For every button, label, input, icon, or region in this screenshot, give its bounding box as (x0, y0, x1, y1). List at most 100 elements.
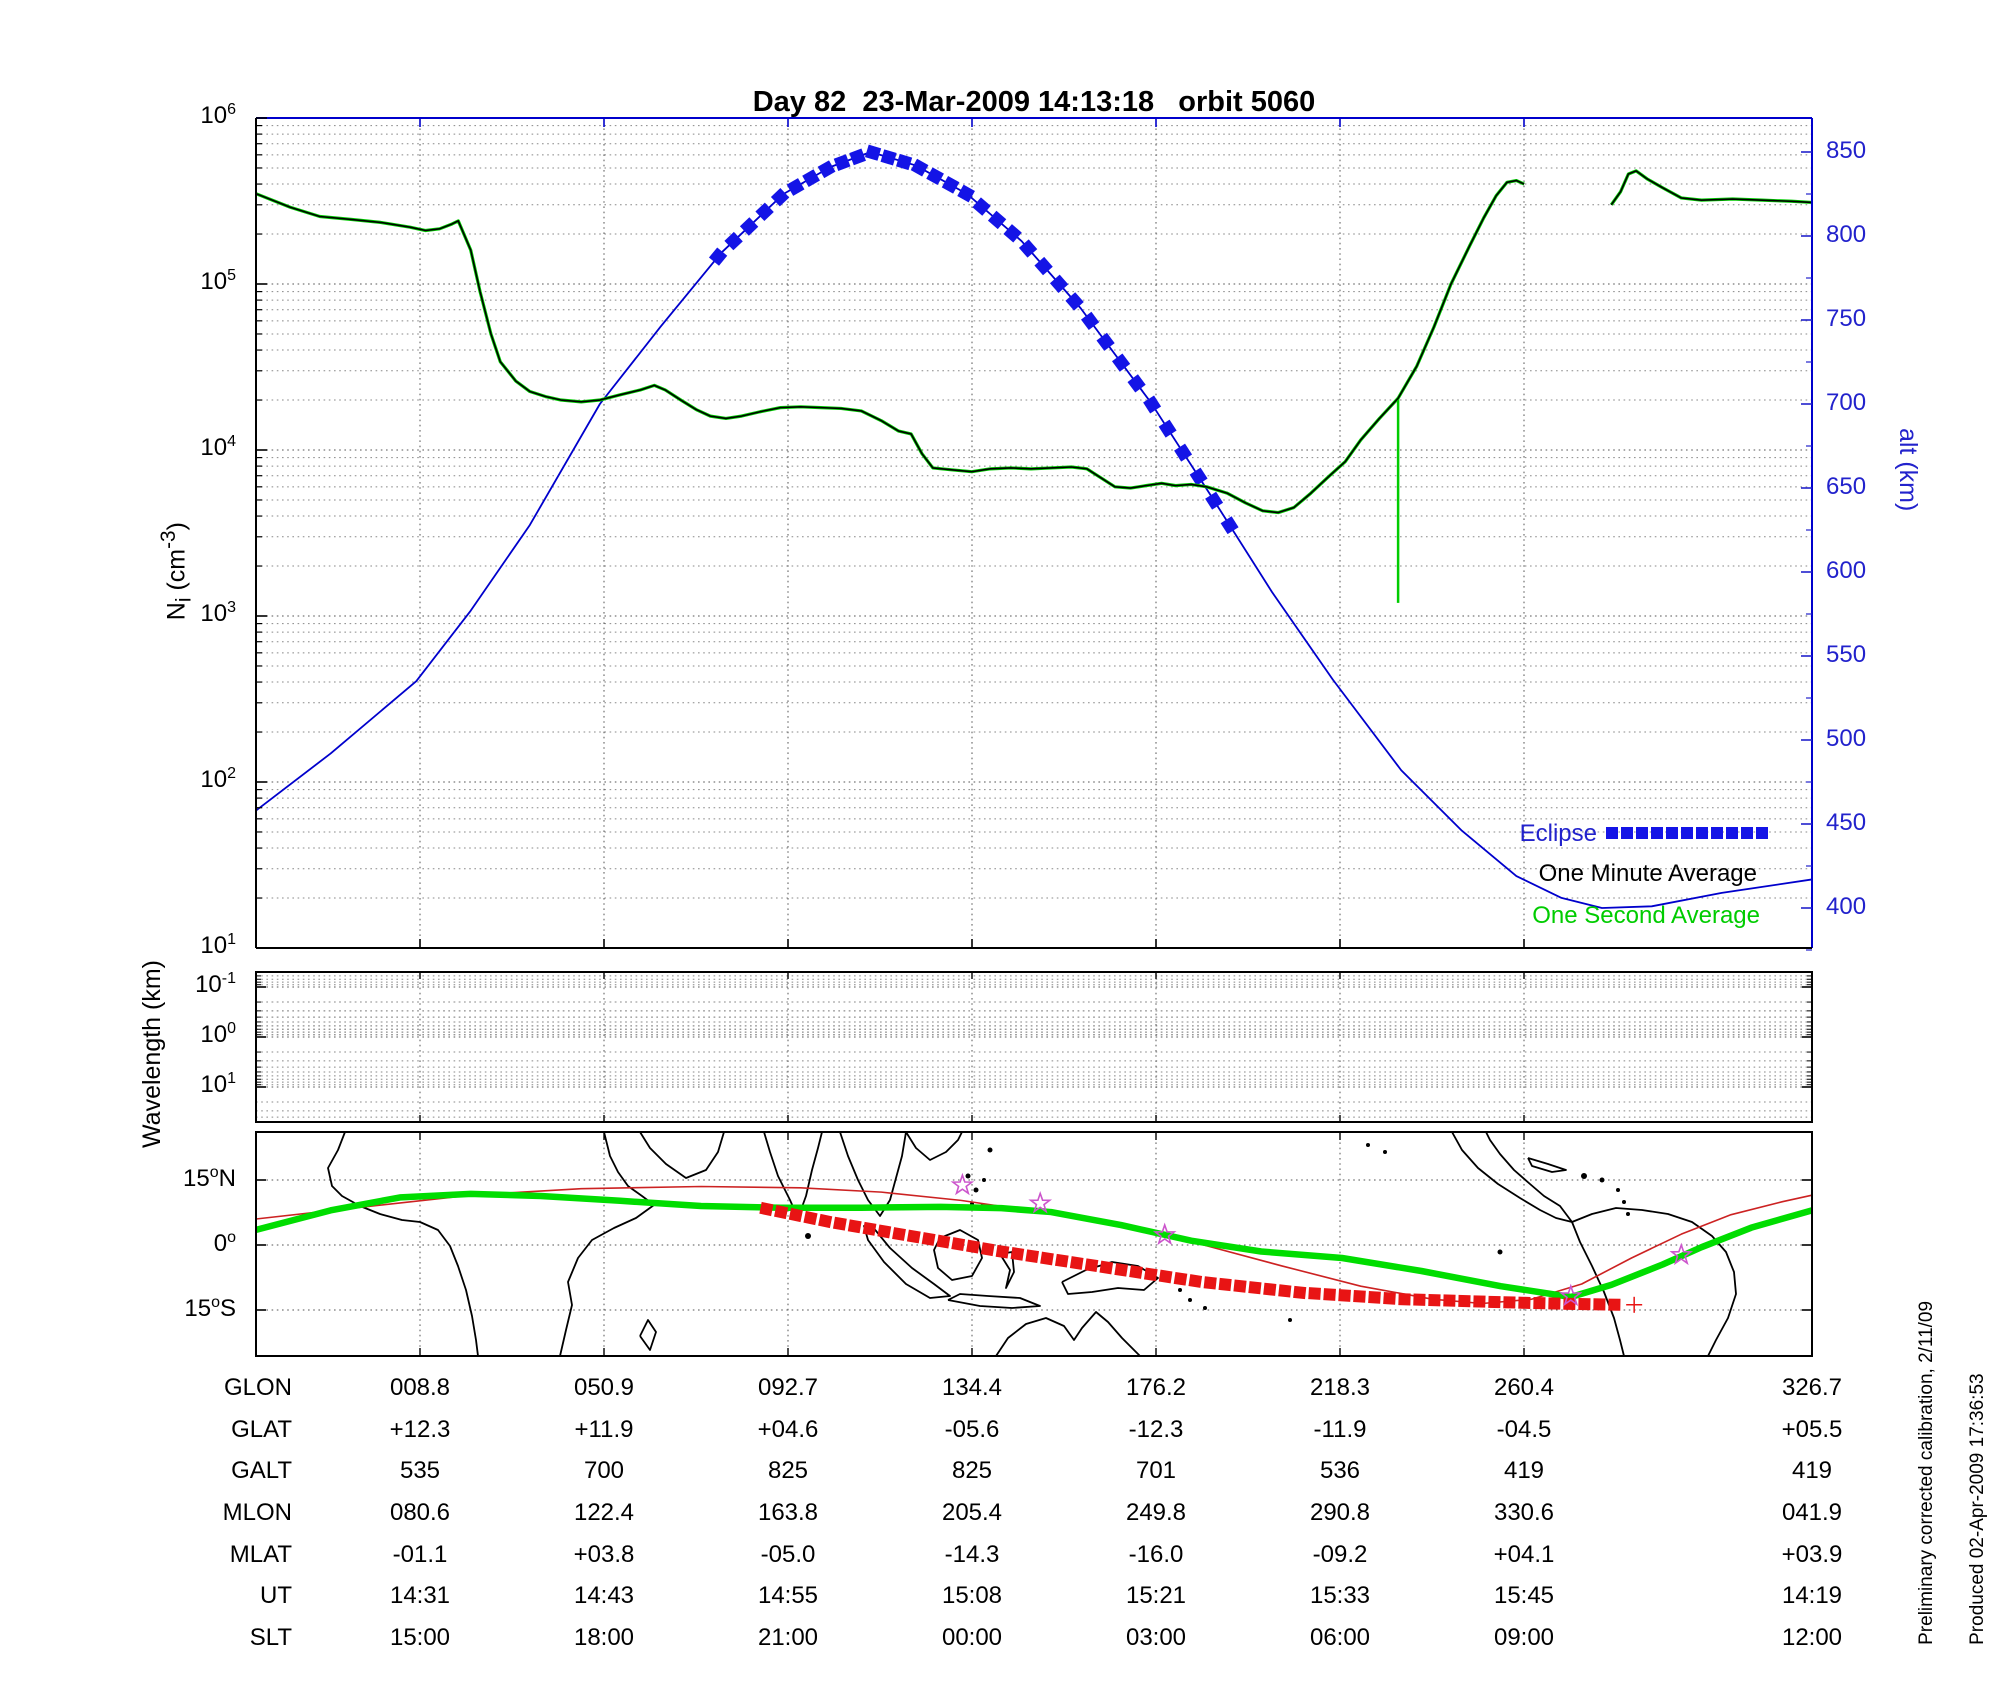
note-line-1: Preliminary corrected calibration, 2/11/… (1915, 1300, 1937, 1645)
wavelength-panel (255, 971, 1813, 1123)
table-cell: 134.4 (941, 1374, 1003, 1401)
y-tick-density: 102 (200, 765, 236, 793)
table-cell: 14:55 (757, 1582, 819, 1609)
y-tick-density: 103 (200, 599, 236, 627)
table-cell: -01.1 (392, 1541, 448, 1568)
y-tick-altitude: 550 (1826, 641, 1867, 668)
map-eclipse-dashes (759, 1201, 1643, 1313)
y-tick-altitude: 450 (1826, 809, 1867, 836)
y-tick-altitude: 600 (1826, 557, 1867, 584)
y-tick-density: 106 (200, 101, 236, 129)
legend-eclipse-squares (1606, 827, 1768, 839)
table-cell: 18:00 (573, 1624, 635, 1651)
table-cell: 12:00 (1781, 1624, 1843, 1651)
table-cell: 14:31 (389, 1582, 451, 1609)
table-cell: +11.9 (574, 1416, 634, 1443)
table-cell: +04.6 (757, 1416, 819, 1443)
table-row-label: GALT (231, 1457, 292, 1484)
y-tick-altitude: 650 (1826, 473, 1867, 500)
y-axis-label-density: Ni (cm-3) (157, 522, 196, 621)
table-cell: 260.4 (1493, 1374, 1555, 1401)
table-cell: 03:00 (1125, 1624, 1187, 1651)
map-coastlines (327, 1131, 1737, 1357)
table-cell: -12.3 (1128, 1416, 1184, 1443)
table-cell: 419 (1791, 1457, 1833, 1484)
table-cell: 825 (951, 1457, 993, 1484)
table-cell: 15:08 (941, 1582, 1003, 1609)
map-star-markers (950, 1172, 1694, 1307)
table-cell: 290.8 (1309, 1499, 1371, 1526)
table-row-label: MLON (222, 1499, 292, 1526)
table-cell: 218.3 (1309, 1374, 1371, 1401)
table-cell: 419 (1503, 1457, 1545, 1484)
map-panel (256, 1132, 1812, 1356)
map-tracks (255, 1185, 1813, 1305)
y-tick-altitude: 700 (1826, 389, 1867, 416)
y-tick-map-latitude: 15oS (184, 1293, 236, 1322)
table-cell: 205.4 (941, 1499, 1003, 1526)
map-border (255, 1131, 1813, 1357)
table-cell: 14:19 (1781, 1582, 1843, 1609)
note-line-2: Produced 02-Apr-2009 17:36:53 (1966, 1373, 1988, 1645)
table-cell: 092.7 (757, 1374, 819, 1401)
y-tick-density: 105 (200, 267, 236, 295)
y-tick-wavelength: 10-1 (195, 970, 236, 998)
table-row-label: MLAT (229, 1541, 292, 1568)
y-tick-altitude: 400 (1826, 893, 1867, 920)
table-cell: -16.0 (1128, 1541, 1184, 1568)
table-cell: 701 (1135, 1457, 1177, 1484)
table-cell: 041.9 (1781, 1499, 1843, 1526)
table-cell: +05.5 (1781, 1416, 1843, 1443)
table-cell: 15:45 (1493, 1582, 1555, 1609)
table-cell: 330.6 (1493, 1499, 1555, 1526)
table-cell: 326.7 (1781, 1374, 1843, 1401)
table-cell: 825 (767, 1457, 809, 1484)
y-tick-altitude: 800 (1826, 221, 1867, 248)
density-panel-border (255, 117, 1813, 951)
y-tick-map-latitude: 15oN (183, 1164, 236, 1192)
y-tick-density: 104 (200, 433, 236, 461)
legend-item-one-minute-average: One Minute Average (1538, 860, 1757, 887)
table-cell: -05.6 (944, 1416, 1000, 1443)
table-cell: 15:00 (389, 1624, 451, 1651)
y-tick-wavelength: 101 (200, 1070, 236, 1098)
table-cell: 15:21 (1125, 1582, 1187, 1609)
table-cell: 008.8 (389, 1374, 451, 1401)
table-cell: 06:00 (1309, 1624, 1371, 1651)
table-cell: 163.8 (757, 1499, 819, 1526)
density-curves (255, 169, 1813, 603)
table-cell: 15:33 (1309, 1582, 1371, 1609)
y-tick-density: 101 (200, 931, 236, 959)
table-cell: -05.0 (760, 1541, 816, 1568)
table-cell: 21:00 (757, 1624, 819, 1651)
table-cell: 700 (583, 1457, 625, 1484)
legend-item-eclipse: Eclipse (1519, 820, 1597, 847)
table-cell: 535 (399, 1457, 441, 1484)
altitude-curve (255, 151, 1813, 909)
y-tick-altitude: 850 (1826, 137, 1867, 164)
table-cell: 00:00 (941, 1624, 1003, 1651)
table-row-label: GLAT (231, 1416, 292, 1443)
table-cell: 122.4 (573, 1499, 635, 1526)
density-panel-grid (256, 118, 1812, 948)
table-cell: +12.3 (389, 1416, 451, 1443)
table-cell: +04.1 (1493, 1541, 1555, 1568)
table-cell: +03.8 (573, 1541, 635, 1568)
table-cell: 249.8 (1125, 1499, 1187, 1526)
table-cell: 050.9 (573, 1374, 635, 1401)
table-cell: 14:43 (573, 1582, 635, 1609)
table-cell: 09:00 (1493, 1624, 1555, 1651)
table-row-label: GLON (223, 1374, 292, 1401)
table-cell: 536 (1319, 1457, 1361, 1484)
table-cell: -09.2 (1312, 1541, 1368, 1568)
table-cell: -14.3 (944, 1541, 1000, 1568)
page-title: Day 82 23-Mar-2009 14:13:18 orbit 5060 (752, 86, 1316, 118)
y-tick-altitude: 750 (1826, 305, 1867, 332)
legend-item-one-second-average: One Second Average (1532, 902, 1760, 929)
table-cell: -04.5 (1496, 1416, 1552, 1443)
table-cell: 176.2 (1125, 1374, 1187, 1401)
production-notes: Preliminary corrected calibration, 2/11/… (1888, 1301, 2000, 1666)
table-cell: +03.9 (1781, 1541, 1843, 1568)
